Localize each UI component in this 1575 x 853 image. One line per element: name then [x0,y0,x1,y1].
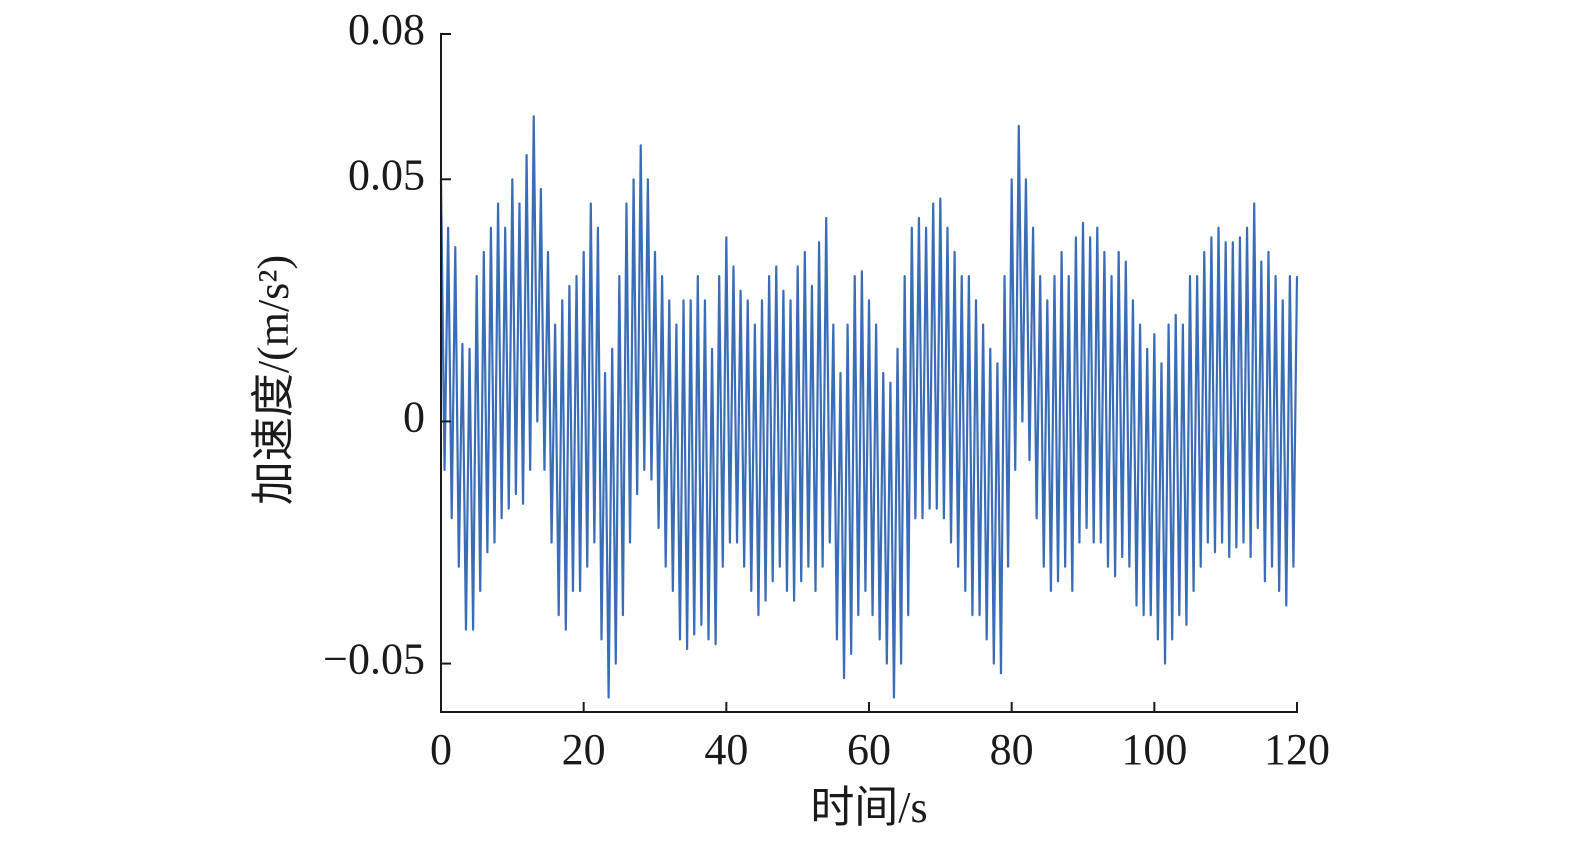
y-tick-label: 0.08 [348,5,425,54]
y-tick-label: −0.05 [323,635,425,684]
x-tick-label: 0 [430,725,452,774]
x-tick-label: 80 [990,725,1034,774]
x-tick-label: 100 [1121,725,1187,774]
y-axis-label: 加速度/(m/s²) [249,255,298,505]
x-tick-label: 60 [847,725,891,774]
data-line [439,115,1299,699]
y-tick-label: 0.05 [348,150,425,199]
y-tick-label: 0 [403,393,425,442]
x-tick-label: 120 [1264,725,1330,774]
x-tick-label: 20 [562,725,606,774]
x-axis-label: 时间/s [810,783,927,832]
x-tick-label: 40 [704,725,748,774]
